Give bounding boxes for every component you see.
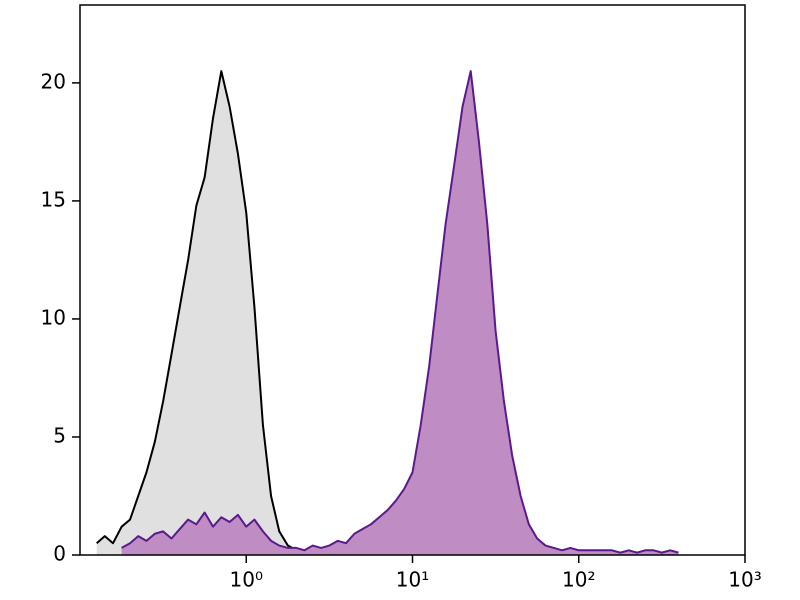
y-tick-label: 5 — [53, 423, 66, 447]
y-tick-label: 10 — [41, 305, 66, 329]
x-tick-label: 10⁰ — [230, 568, 263, 592]
histogram-line — [121, 70, 679, 554]
x-tick-label: 10¹ — [396, 568, 429, 592]
plot-area — [96, 70, 679, 555]
area-fill — [96, 71, 297, 555]
x-tick-label: 10² — [562, 568, 595, 592]
x-tick-label: 10³ — [728, 568, 761, 592]
y-tick-label: 0 — [53, 542, 66, 566]
y-tick-label: 20 — [41, 69, 66, 93]
y-tick-label: 15 — [41, 187, 66, 211]
histogram-line — [96, 70, 297, 552]
